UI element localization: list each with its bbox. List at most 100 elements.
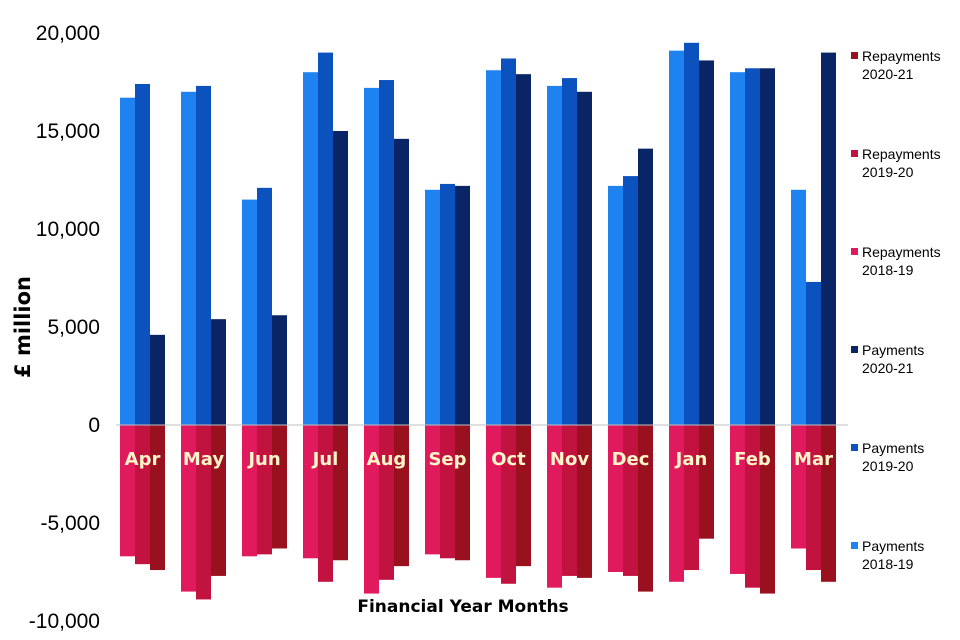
category-label: Aug	[367, 449, 407, 470]
bar-repayments-2018-19-apr	[120, 425, 135, 557]
bar-repayments-2019-20-oct	[501, 425, 516, 584]
legend-swatch	[851, 346, 858, 353]
bar-repayments-2019-20-jul	[318, 425, 333, 582]
bar-repayments-2019-20-jan	[684, 425, 699, 571]
bar-repayments-2018-19-may	[181, 425, 196, 592]
legend-label: Repayments	[862, 48, 941, 64]
bar-repayments-2018-19-oct	[486, 425, 501, 578]
legend-label: Payments	[862, 440, 924, 456]
bar-repayments-2018-19-aug	[364, 425, 379, 594]
bar-payments-2020-21-jun	[272, 315, 287, 425]
bar-repayments-2018-19-feb	[730, 425, 745, 574]
bar-payments-2019-20-nov	[562, 78, 577, 425]
legend-label: 2019-20	[862, 164, 914, 180]
y-axis-label: £ million	[11, 276, 35, 378]
legend-swatch	[851, 52, 858, 59]
bar-payments-2018-19-jul	[303, 72, 318, 425]
bar-payments-2018-19-nov	[547, 85, 562, 426]
bar-repayments-2020-21-sep	[455, 425, 470, 561]
bar-payments-2018-19-oct	[486, 70, 501, 426]
bar-payments-2019-20-jun	[257, 187, 272, 425]
bar-repayments-2020-21-apr	[150, 425, 165, 571]
bar-repayments-2018-19-nov	[547, 425, 562, 588]
bar-payments-2018-19-mar	[791, 189, 806, 425]
bar-payments-2018-19-feb	[730, 72, 745, 425]
category-label: Jul	[311, 449, 339, 470]
category-label: Nov	[550, 449, 589, 470]
bar-payments-2018-19-jun	[242, 199, 257, 425]
y-tick-label: -5,000	[40, 512, 100, 535]
bar-payments-2018-19-aug	[364, 87, 379, 425]
bar-payments-2018-19-sep	[425, 189, 440, 425]
bar-payments-2020-21-jul	[333, 131, 348, 425]
bar-repayments-2019-20-aug	[379, 425, 394, 580]
y-tick-label: 0	[88, 414, 100, 437]
bar-payments-2020-21-oct	[516, 74, 531, 425]
y-tick-label: 20,000	[36, 22, 100, 45]
bar-payments-2020-21-apr	[150, 334, 165, 425]
y-tick-label: 10,000	[36, 218, 100, 241]
y-tick-label: 5,000	[47, 316, 100, 339]
repayment-bars	[120, 425, 836, 600]
legend-label: 2018-19	[862, 556, 914, 572]
legend-label: 2019-20	[862, 458, 914, 474]
bar-payments-2019-20-aug	[379, 80, 394, 425]
bar-payments-2020-21-sep	[455, 185, 470, 425]
bar-repayments-2018-19-mar	[791, 425, 806, 549]
bar-repayments-2020-21-oct	[516, 425, 531, 567]
bar-payments-2018-19-may	[181, 91, 196, 426]
bar-repayments-2018-19-jan	[669, 425, 684, 582]
bar-repayments-2020-21-dec	[638, 425, 653, 592]
bar-repayments-2020-21-jul	[333, 425, 348, 561]
bar-repayments-2020-21-mar	[821, 425, 836, 582]
legend-label: Repayments	[862, 146, 941, 162]
bar-payments-2019-20-mar	[806, 281, 821, 425]
category-label: Mar	[794, 449, 833, 470]
bar-payments-2018-19-jan	[669, 50, 684, 425]
bar-repayments-2019-20-mar	[806, 425, 821, 571]
bar-payments-2019-20-may	[196, 85, 211, 426]
bar-repayments-2018-19-dec	[608, 425, 623, 572]
legend-swatch	[851, 150, 858, 157]
bar-repayments-2019-20-feb	[745, 425, 760, 588]
bar-repayments-2020-21-feb	[760, 425, 775, 594]
category-label: Feb	[734, 449, 771, 470]
legend: Repayments 2020-21 Repayments 2019-20 Repaym…	[851, 48, 941, 572]
category-labels: Apr May Jun Jul Aug Sep Oct Nov Dec Jan Feb Mar	[125, 449, 833, 470]
bar-payments-2019-20-jan	[684, 42, 699, 426]
category-label: May	[183, 449, 225, 470]
bar-payments-2020-21-dec	[638, 148, 653, 425]
bar-payments-2020-21-may	[211, 319, 226, 425]
legend-label: 2020-21	[862, 360, 914, 376]
bar-payments-2020-21-feb	[760, 68, 775, 425]
category-label: Dec	[612, 449, 650, 470]
y-tick-label: 15,000	[36, 120, 100, 143]
bar-repayments-2020-21-nov	[577, 425, 592, 578]
legend-label: 2020-21	[862, 66, 914, 82]
bar-payments-2019-20-apr	[135, 83, 150, 426]
bar-repayments-2019-20-may	[196, 425, 211, 600]
bar-payments-2019-20-dec	[623, 176, 638, 425]
bar-repayments-2020-21-aug	[394, 425, 409, 567]
legend-swatch	[851, 248, 858, 255]
category-label: Oct	[491, 449, 526, 470]
bar-payments-2020-21-jan	[699, 60, 714, 425]
legend-label: 2018-19	[862, 262, 914, 278]
bar-payments-2020-21-nov	[577, 91, 592, 426]
category-label: Jun	[246, 449, 280, 470]
legend-label: Payments	[862, 342, 924, 358]
bar-payments-2018-19-dec	[608, 185, 623, 425]
legend-label: Repayments	[862, 244, 941, 260]
bar-payments-2020-21-aug	[394, 138, 409, 425]
bar-repayments-2020-21-may	[211, 425, 226, 576]
legend-swatch	[851, 444, 858, 451]
bar-payments-2019-20-feb	[745, 68, 760, 425]
bar-payments-2020-21-mar	[821, 52, 836, 425]
bar-repayments-2019-20-jun	[257, 425, 272, 555]
bar-repayments-2019-20-nov	[562, 425, 577, 576]
bar-payments-2019-20-sep	[440, 183, 455, 425]
bar-repayments-2020-21-jan	[699, 425, 714, 539]
category-label: Jan	[674, 449, 708, 470]
y-tick-label: -10,000	[29, 610, 100, 633]
